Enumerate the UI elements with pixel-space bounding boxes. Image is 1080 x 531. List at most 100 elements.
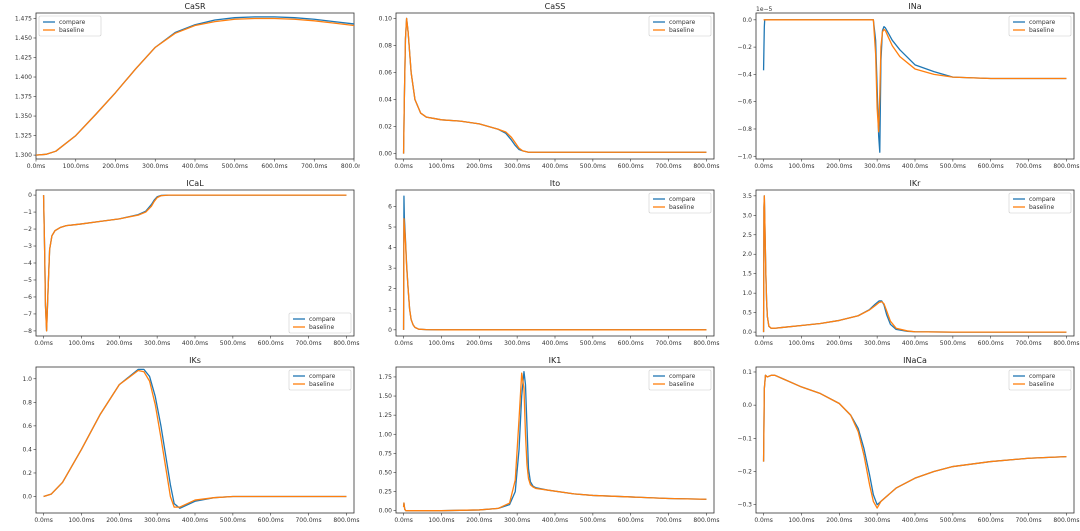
x-tick-label: 400.0ms [542,340,568,347]
legend-label-baseline: baseline [309,381,334,388]
y-tick-label: −0.8 [737,126,752,133]
x-tick-label: 600.0ms [258,517,284,524]
y-tick-label: 4 [388,245,392,252]
x-tick-label: 100.0ms [68,340,94,347]
x-tick-label: 200.0ms [466,163,492,170]
x-tick-label: 800.0ms [1053,340,1079,347]
y-tick-label: 1.25 [379,412,393,419]
y-tick-label: 1.450 [15,35,32,42]
y-tick-label: 0.50 [379,469,393,476]
chart-panel-inaca: INaCa 0.0ms 100.0ms 200.0ms 300.0ms 400.0ms 50… [737,356,1079,524]
x-tick-label: 500.0ms [222,163,248,170]
y-tick-label: 3 [388,265,392,272]
y-tick-label: −6 [23,294,32,301]
x-tick-label: 100.0ms [788,163,814,170]
x-tick-label: 100.0ms [788,517,814,524]
x-tick-label: 800.0ms [1053,517,1079,524]
x-tick-label: 500.0ms [220,340,246,347]
chart-panel-ina: INa 0.0ms 100.0ms 200.0ms 300.0ms 400.0ms 500.… [737,2,1079,170]
chart-panel-ito: Ito 0.0ms 100.0ms 200.0ms 300.0ms 400.0ms 500.… [388,179,719,347]
series-line-compare [36,16,354,156]
x-tick-label: 700.0ms [295,340,321,347]
y-tick-label: 1.0 [22,376,32,383]
series-line-baseline [762,195,1067,333]
x-tick-label: 300.0ms [864,517,890,524]
y-tick-label: 1.425 [15,55,32,62]
x-tick-label: 400.0ms [542,163,568,170]
chart-title: ICaL [186,179,204,188]
y-tick-label: 1.300 [15,152,32,159]
y-tick-label: 1 [388,306,392,313]
y-tick-label: 0.02 [379,124,393,131]
chart-title: CaSS [545,2,566,11]
legend-label-baseline: baseline [59,27,84,34]
chart-title: CaSR [184,2,206,11]
x-tick-label: 700.0ms [295,517,321,524]
x-tick-label: 100.0ms [68,517,94,524]
x-tick-label: 800.0ms [693,340,719,347]
y-tick-label: −8 [23,328,32,335]
y-tick-label: 0.04 [379,97,393,104]
x-tick-label: 700.0ms [1015,340,1041,347]
series-line-baseline [43,369,347,508]
y-tick-label: 1.0 [742,290,752,297]
y-tick-label: 0.4 [22,446,32,453]
x-tick-label: 100.0ms [788,340,814,347]
legend-box [1008,15,1072,37]
x-tick-label: 700.0ms [655,340,681,347]
y-tick-label: 1.00 [379,431,393,438]
x-tick-label: 600.0ms [618,340,644,347]
legend-box [648,15,712,37]
x-tick-label: 700.0ms [1015,517,1041,524]
legend-label-compare: compare [1029,196,1056,203]
y-tick-label: 0.0 [742,329,752,336]
x-tick-label: 800.0ms [341,163,360,170]
x-tick-label: 700.0ms [655,517,681,524]
chart-title: Ito [550,179,560,188]
legend-box [648,192,712,214]
chart-panel-cass: CaSS 0.0ms 100.0ms 200.0ms 300.0ms 400.0ms 500… [379,2,720,170]
y-tick-label: 3.0 [742,212,752,219]
x-tick-label: 600.0ms [978,163,1004,170]
x-tick-label: 400.0ms [542,517,568,524]
y-tick-label: 2 [388,286,392,293]
series-line-baseline [42,194,347,332]
y-tick-label: 1.475 [15,15,32,22]
series-line-compare [402,17,707,154]
y-tick-label: −0.2 [737,469,752,476]
y-tick-label: 1.400 [15,74,32,81]
x-tick-label: 800.0ms [1053,163,1079,170]
y-tick-label: 2.0 [742,251,752,258]
series-line-compare [762,195,1067,333]
x-tick-label: 0.0ms [754,163,773,170]
legend-label-baseline: baseline [309,324,334,331]
y-tick-label: 6 [388,203,392,210]
legend-label-baseline: baseline [1029,27,1054,34]
y-tick-label: 5 [388,224,392,231]
x-tick-label: 600.0ms [978,517,1004,524]
y-tick-label: 0.00 [379,151,393,158]
y-tick-label: 3.5 [742,193,752,200]
x-tick-label: 400.0ms [902,163,928,170]
legend-box [1008,192,1072,214]
y-tick-label: 1.5 [742,271,752,278]
series-line-baseline [402,218,707,331]
y-tick-label: −2 [23,226,32,233]
y-tick-label: 0.75 [379,450,393,457]
y-tick-label: −0.1 [737,435,752,442]
legend-box [288,312,352,334]
y-tick-label: 0.8 [22,399,32,406]
legend-label-baseline: baseline [669,381,694,388]
y-tick-label: −0.3 [737,502,752,509]
y-axis-offset: 1e−5 [756,6,773,13]
x-tick-label: 500.0ms [940,517,966,524]
x-tick-label: 500.0ms [580,163,606,170]
y-tick-label: 0.06 [379,69,393,76]
series-line-baseline [763,19,1067,133]
y-tick-label: 0.5 [742,310,752,317]
y-tick-label: −0.2 [737,44,752,51]
x-tick-label: 200.0ms [466,340,492,347]
series-line-baseline [402,17,707,154]
